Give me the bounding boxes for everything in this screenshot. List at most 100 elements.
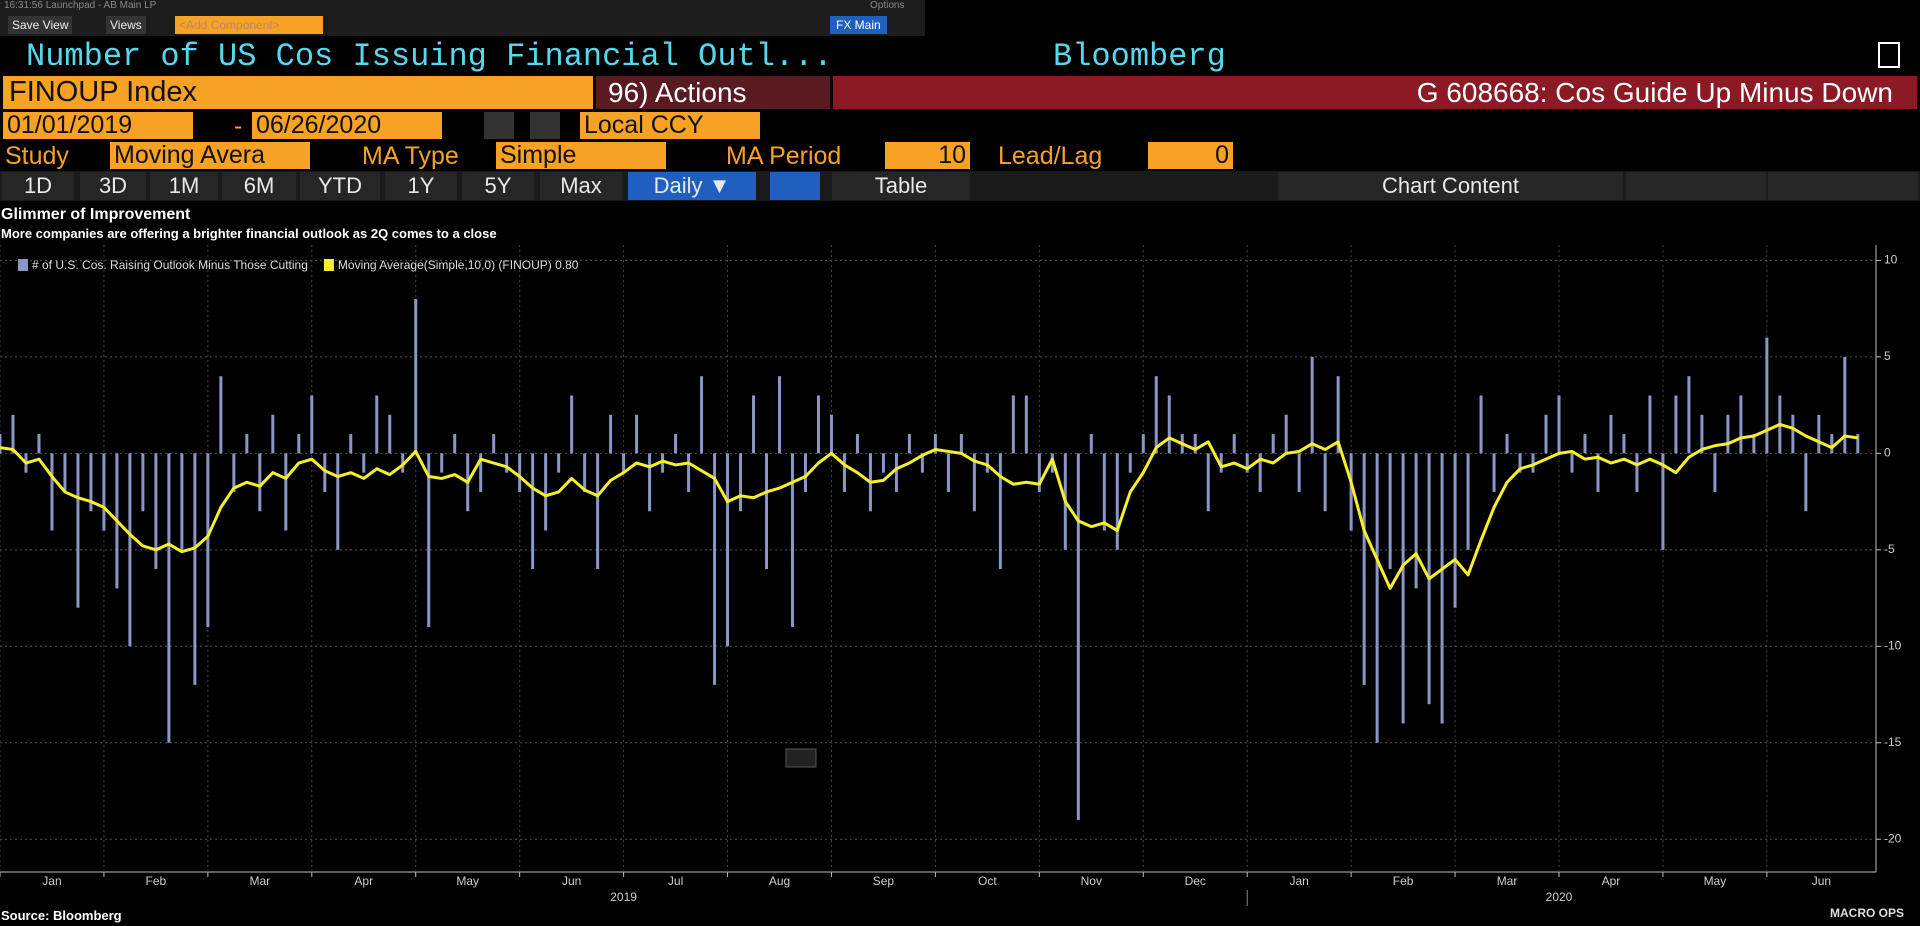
bar xyxy=(102,453,106,531)
bar xyxy=(803,453,807,492)
bar xyxy=(245,434,249,454)
bar xyxy=(609,414,613,454)
source: Source: Bloomberg xyxy=(1,908,122,923)
range-button[interactable]: 1M xyxy=(150,172,218,200)
bar xyxy=(1089,434,1093,454)
bar xyxy=(1505,434,1509,454)
bar xyxy=(167,453,171,743)
bar xyxy=(128,453,132,647)
chart-icon-button[interactable] xyxy=(770,172,820,200)
frequency-button[interactable]: Daily ▼ xyxy=(628,172,756,200)
bar xyxy=(1791,414,1795,454)
table-button[interactable]: Table xyxy=(832,172,970,200)
bar xyxy=(1375,453,1379,743)
currency[interactable]: Local CCY xyxy=(580,112,760,139)
bar xyxy=(1635,453,1639,492)
bar xyxy=(1817,414,1821,454)
bar xyxy=(1492,453,1496,492)
end-date[interactable]: 06/26/2020 xyxy=(252,112,442,139)
y-tick-label: -15 xyxy=(1884,735,1902,749)
bar xyxy=(1388,453,1392,570)
ma-period-field[interactable]: 10 xyxy=(885,142,970,169)
bar xyxy=(998,453,1002,570)
bar xyxy=(1479,395,1483,454)
chart-menu-icon xyxy=(785,748,817,768)
fx-main-button[interactable]: FX Main xyxy=(830,16,887,34)
bar xyxy=(1544,414,1548,454)
bar xyxy=(1687,376,1691,454)
options[interactable]: Options xyxy=(870,0,905,11)
x-tick-label: Apr xyxy=(1602,874,1621,888)
chart-content-button[interactable]: Chart Content xyxy=(1278,172,1623,200)
bar xyxy=(232,453,236,492)
bar xyxy=(1167,395,1171,454)
bar xyxy=(790,453,794,627)
bar xyxy=(1700,414,1704,454)
y-tick-label: 10 xyxy=(1884,253,1898,267)
bar xyxy=(414,299,418,454)
prev-button[interactable] xyxy=(484,112,514,139)
x-tick-label: Dec xyxy=(1185,874,1206,888)
bar xyxy=(933,434,937,454)
save-view-button[interactable]: Save View xyxy=(8,16,73,34)
bar xyxy=(661,453,665,473)
ma-type-field[interactable]: Simple xyxy=(496,142,666,169)
bar xyxy=(206,453,210,627)
bar xyxy=(63,453,67,492)
bar xyxy=(855,434,859,454)
range-button[interactable]: 3D xyxy=(80,172,146,200)
views-button[interactable]: Views xyxy=(106,16,146,34)
bar xyxy=(1518,453,1522,473)
x-tick-label: Jan xyxy=(1289,874,1308,888)
bar xyxy=(518,453,522,492)
bar xyxy=(1713,453,1717,492)
chart-subtitle: More companies are offering a brighter f… xyxy=(1,226,497,241)
range-button[interactable]: 6M xyxy=(222,172,296,200)
bar xyxy=(1193,434,1197,454)
lead-lag-field[interactable]: 0 xyxy=(1148,142,1233,169)
study-field[interactable]: Moving Avera xyxy=(110,142,310,169)
y-tick-label: -5 xyxy=(1884,542,1895,556)
bar xyxy=(1258,453,1262,492)
bar xyxy=(1128,453,1132,473)
legend-label: Moving Average(Simple,10,0) (FINOUP) 0.8… xyxy=(338,258,579,272)
bar xyxy=(1362,453,1366,685)
bar xyxy=(1323,453,1327,512)
bar xyxy=(505,453,509,473)
annotate-button[interactable] xyxy=(1626,172,1766,200)
bar xyxy=(1557,395,1561,454)
bar xyxy=(219,376,223,454)
bar xyxy=(1037,453,1041,492)
bar xyxy=(1609,414,1613,454)
bar xyxy=(50,453,54,531)
range-button[interactable]: YTD xyxy=(300,172,380,200)
bar xyxy=(622,453,626,473)
bar xyxy=(375,395,379,454)
x-tick-label: Feb xyxy=(1393,874,1414,888)
start-date[interactable]: 01/01/2019 xyxy=(3,112,193,139)
bar xyxy=(778,376,782,454)
exit-icon[interactable] xyxy=(1878,42,1900,68)
bar xyxy=(1570,453,1574,473)
bar xyxy=(1661,453,1665,550)
bar xyxy=(1453,453,1457,608)
clock: 16:31:56 Launchpad - AB Main LP xyxy=(4,0,157,11)
settings-button[interactable] xyxy=(1768,172,1918,200)
next-button[interactable] xyxy=(530,112,560,139)
bar xyxy=(1232,434,1236,454)
x-tick-label: Apr xyxy=(354,874,373,888)
range-button[interactable]: Max xyxy=(540,172,622,200)
add-component[interactable]: <Add Component> xyxy=(175,16,323,34)
bar xyxy=(1804,453,1808,512)
bar xyxy=(1102,453,1106,531)
bar xyxy=(635,414,639,454)
range-button[interactable]: 5Y xyxy=(462,172,534,200)
actions-menu[interactable]: 96) Actions xyxy=(596,76,830,109)
range-button[interactable]: 1D xyxy=(2,172,74,200)
ticker-field[interactable]: FINOUP Index xyxy=(3,76,593,109)
x-tick-label: Mar xyxy=(1497,874,1518,888)
window-title: Number of US Cos Issuing Financial Outl.… xyxy=(26,38,833,75)
range-button[interactable]: 1Y xyxy=(385,172,457,200)
legend-label: # of U.S. Cos. Raising Outlook Minus Tho… xyxy=(32,258,308,272)
bar xyxy=(907,434,911,454)
